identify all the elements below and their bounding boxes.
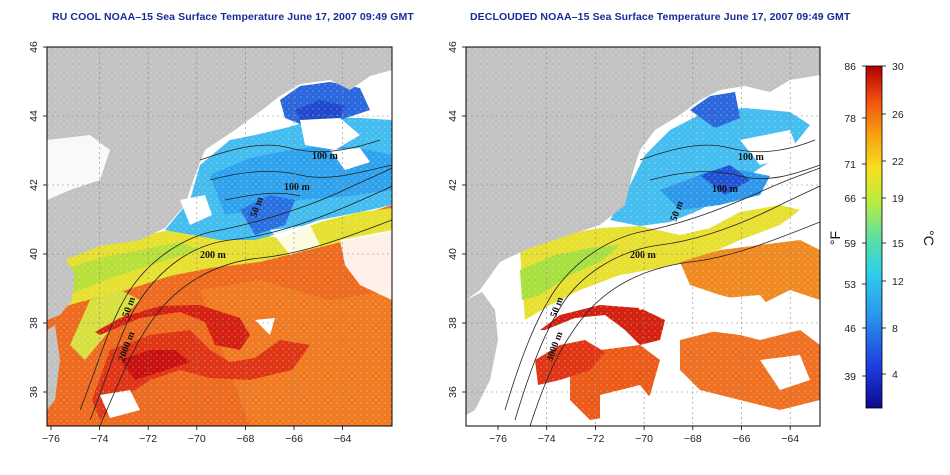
left-sst-map: 100 m 100 m 50 m 200 m 50 m 2000 m (47, 47, 392, 426)
colorbar-gradient (865, 65, 883, 409)
celsius-tick-label: 4 (892, 369, 898, 381)
x-tick-label: −76 (489, 433, 507, 445)
contour-label: 100 m (712, 184, 739, 195)
x-tick-label: −72 (586, 433, 604, 445)
fahrenheit-tick-label: 71 (844, 159, 856, 171)
left-map-frame (46, 46, 393, 427)
fahrenheit-tick-label: 66 (844, 193, 856, 205)
temperature-colorbar: 86 78 71 66 59 53 46 39 30 26 22 19 15 12 8 4 °F °C (827, 61, 937, 409)
contour-label: 100 m (312, 151, 339, 162)
y-tick-label: 40 (28, 248, 40, 260)
y-tick-label: 42 (28, 179, 40, 191)
fahrenheit-tick-label: 46 (844, 323, 856, 335)
y-tick-label: 36 (28, 386, 40, 398)
x-tick-label: −68 (236, 433, 254, 445)
celsius-tick-label: 30 (892, 61, 904, 73)
y-tick-label: 44 (28, 110, 40, 122)
celsius-tick-label: 15 (892, 238, 904, 250)
x-tick-label: −66 (285, 433, 303, 445)
y-tick-label: 46 (447, 41, 459, 53)
x-tick-label: −64 (781, 433, 799, 445)
y-tick-label: 38 (28, 317, 40, 329)
x-tick-label: −68 (684, 433, 702, 445)
celsius-unit-label: °C (921, 230, 937, 246)
x-tick-label: −70 (635, 433, 653, 445)
fahrenheit-tick-label: 39 (844, 371, 856, 383)
x-tick-label: −66 (733, 433, 751, 445)
x-tick-label: −72 (139, 433, 157, 445)
y-tick-label: 36 (447, 386, 459, 398)
y-tick-label: 44 (447, 110, 459, 122)
celsius-tick-label: 22 (892, 156, 904, 168)
x-tick-label: −76 (42, 433, 60, 445)
fahrenheit-tick-label: 86 (844, 61, 856, 73)
y-tick-label: 38 (447, 317, 459, 329)
left-axes: −76 −74 −72 −70 −68 −66 −64 46 44 42 40 38 36 (28, 41, 392, 445)
fahrenheit-tick-label: 53 (844, 279, 856, 291)
contour-label: 100 m (284, 182, 311, 193)
fahrenheit-tick-label: 59 (844, 238, 856, 250)
x-tick-label: −64 (334, 433, 352, 445)
celsius-tick-label: 26 (892, 109, 904, 121)
y-tick-label: 42 (447, 179, 459, 191)
x-tick-label: −70 (188, 433, 206, 445)
y-tick-label: 46 (28, 41, 40, 53)
right-axes: −76 −74 −72 −70 −68 −66 −64 46 44 42 40 38 36 (447, 41, 820, 445)
celsius-tick-label: 8 (892, 323, 898, 335)
contour-label: 200 m (630, 250, 657, 261)
left-panel-title: RU COOL NOAA–15 Sea Surface Temperature … (52, 11, 414, 23)
fahrenheit-tick-label: 78 (844, 113, 856, 125)
x-tick-label: −74 (91, 433, 109, 445)
celsius-tick-label: 12 (892, 276, 904, 288)
contour-label: 200 m (200, 250, 227, 261)
y-tick-label: 40 (447, 248, 459, 260)
contour-label: 100 m (738, 152, 765, 163)
right-map-frame (465, 46, 821, 427)
right-panel-title: DECLOUDED NOAA–15 Sea Surface Temperatur… (470, 11, 851, 23)
right-sst-map: 100 m 100 m 50 m 200 m 50 m 3000 m (466, 47, 820, 426)
x-tick-label: −74 (538, 433, 556, 445)
celsius-tick-label: 19 (892, 193, 904, 205)
fahrenheit-unit-label: °F (827, 231, 843, 245)
